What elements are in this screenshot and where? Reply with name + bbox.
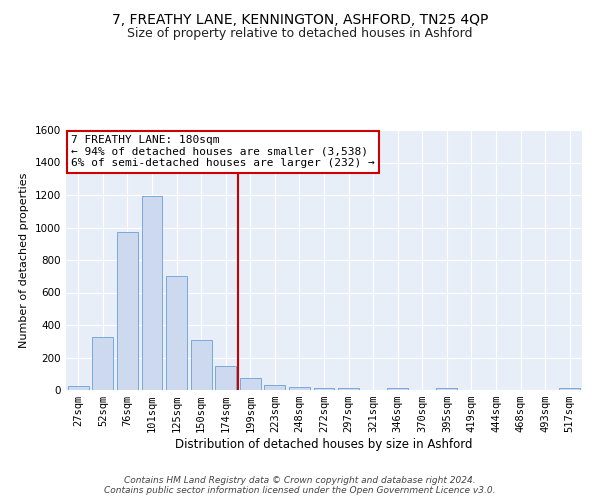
Bar [68,386,89,390]
Bar [559,388,580,390]
Bar [117,232,138,390]
Y-axis label: Number of detached properties: Number of detached properties [19,172,29,348]
Text: Contains HM Land Registry data © Crown copyright and database right 2024.
Contai: Contains HM Land Registry data © Crown c… [104,476,496,495]
Text: Size of property relative to detached houses in Ashford: Size of property relative to detached ho… [127,28,473,40]
Bar [191,340,212,390]
Text: 7 FREATHY LANE: 180sqm
← 94% of detached houses are smaller (3,538)
6% of semi-d: 7 FREATHY LANE: 180sqm ← 94% of detached… [71,135,375,168]
Text: 7, FREATHY LANE, KENNINGTON, ASHFORD, TN25 4QP: 7, FREATHY LANE, KENNINGTON, ASHFORD, TN… [112,12,488,26]
Bar [314,388,334,390]
Bar [240,378,261,390]
Bar [92,337,113,390]
Bar [166,276,187,390]
X-axis label: Distribution of detached houses by size in Ashford: Distribution of detached houses by size … [175,438,473,451]
Bar [215,366,236,390]
Bar [338,388,359,390]
Bar [142,196,163,390]
Bar [265,385,286,390]
Bar [289,387,310,390]
Bar [387,388,408,390]
Bar [436,388,457,390]
